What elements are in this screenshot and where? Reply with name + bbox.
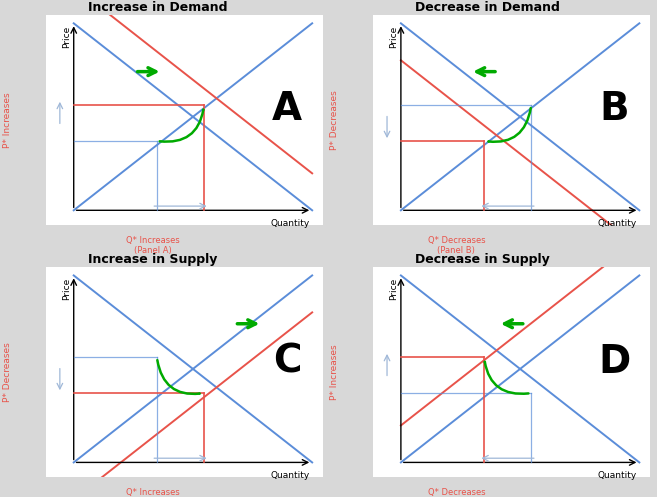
Text: Price: Price — [62, 277, 71, 300]
Text: Decrease in Supply: Decrease in Supply — [415, 253, 549, 266]
Text: Price: Price — [389, 277, 398, 300]
Text: Price: Price — [62, 25, 71, 48]
Text: P* Increases: P* Increases — [3, 92, 12, 148]
Text: P* Decreases: P* Decreases — [330, 90, 339, 150]
Text: Quantity: Quantity — [270, 219, 309, 228]
Text: Decrease in Demand: Decrease in Demand — [415, 0, 560, 14]
Text: Q* Increases
(Panel C): Q* Increases (Panel C) — [126, 488, 179, 497]
Text: C: C — [273, 342, 302, 381]
Text: Increase in Demand: Increase in Demand — [87, 0, 227, 14]
Text: Q* Decreases
(Panel D): Q* Decreases (Panel D) — [428, 488, 485, 497]
Text: Price: Price — [389, 25, 398, 48]
Text: Q* Increases
(Panel A): Q* Increases (Panel A) — [126, 236, 179, 255]
Text: B: B — [600, 90, 629, 128]
Text: A: A — [272, 90, 302, 128]
Text: Q* Decreases
(Panel B): Q* Decreases (Panel B) — [428, 236, 485, 255]
Text: Increase in Supply: Increase in Supply — [87, 253, 217, 266]
Text: Quantity: Quantity — [597, 219, 637, 228]
FancyArrowPatch shape — [160, 110, 204, 142]
Text: Quantity: Quantity — [270, 471, 309, 480]
Text: P* Decreases: P* Decreases — [3, 342, 12, 402]
FancyArrowPatch shape — [485, 362, 528, 394]
FancyArrowPatch shape — [157, 360, 200, 394]
Text: Quantity: Quantity — [597, 471, 637, 480]
Text: D: D — [599, 342, 631, 381]
Text: P* Increases: P* Increases — [330, 344, 339, 400]
FancyArrowPatch shape — [489, 108, 531, 142]
